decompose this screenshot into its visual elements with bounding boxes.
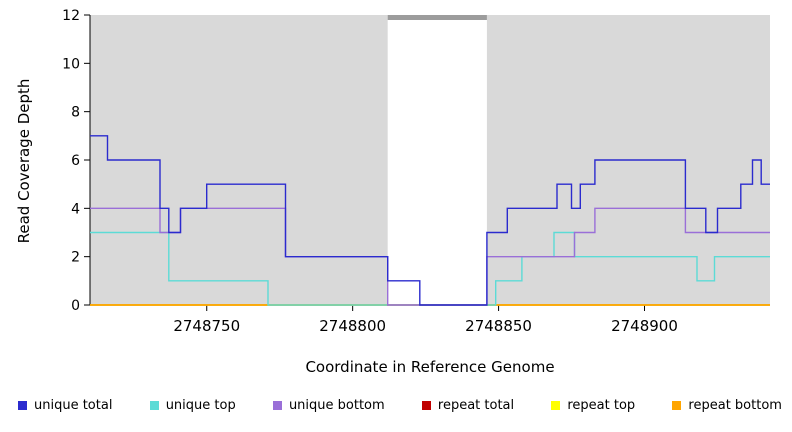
chart-canvas: 0 2 4 6 8 10 12 2748750 2748800 2748850 2748900: [62, 8, 770, 335]
y-tick-label: 12: [62, 8, 80, 24]
series-line-unique-total: [90, 135, 770, 306]
legend-label: unique bottom: [288, 398, 385, 413]
y-tick-label: 6: [71, 153, 80, 169]
gap-top-bar: [387, 15, 487, 20]
y-tick-label: 4: [71, 201, 80, 217]
y-axis-label: Read Coverage Depth: [15, 78, 33, 244]
legend-swatch: [421, 401, 431, 410]
y-tick-label: 2: [71, 250, 80, 266]
legend-label: unique top: [165, 398, 236, 413]
legend-swatch: [149, 401, 159, 410]
legend-label: unique total: [34, 398, 113, 413]
legend-item-unique-top: unique top: [149, 398, 236, 413]
x-tick-label: 2748900: [611, 317, 678, 335]
legend-label: repeat bottom: [688, 398, 782, 413]
y-tick-label: 10: [62, 56, 80, 72]
y-tick-label: 0: [71, 298, 80, 314]
x-tick-label: 2748750: [173, 317, 240, 335]
y-tick-label: 8: [71, 105, 80, 121]
x-tick-label: 2748850: [465, 317, 532, 335]
legend-item-repeat-total: repeat total: [421, 398, 515, 413]
x-tick-label: 2748800: [319, 317, 386, 335]
legend: unique total unique top unique bottom repea…: [18, 398, 782, 413]
legend-label: repeat total: [437, 398, 515, 413]
legend-label: repeat top: [567, 398, 636, 413]
legend-item-repeat-top: repeat top: [551, 398, 635, 413]
legend-swatch: [18, 401, 27, 410]
gap-region: [387, 15, 487, 305]
legend-item-repeat-bottom: repeat bottom: [672, 398, 782, 413]
legend-swatch: [272, 401, 282, 410]
legend-item-unique-total: unique total: [18, 398, 112, 413]
legend-item-unique-bottom: unique bottom: [272, 398, 385, 413]
legend-swatch: [672, 401, 682, 410]
x-axis-label: Coordinate in Reference Genome: [305, 358, 555, 376]
legend-swatch: [551, 401, 561, 410]
